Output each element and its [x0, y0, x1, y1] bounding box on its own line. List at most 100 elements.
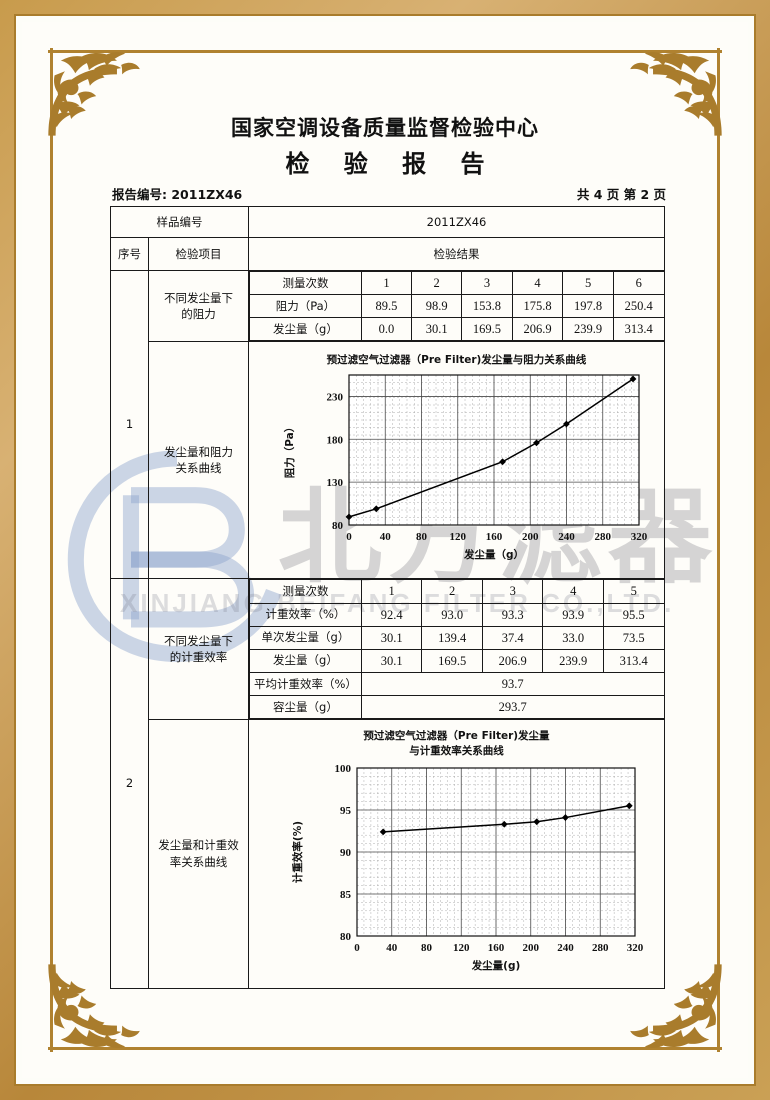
svg-text:160: 160 — [487, 942, 504, 954]
svg-text:180: 180 — [326, 434, 343, 446]
svg-text:发尘量(g): 发尘量(g) — [470, 959, 520, 972]
row2-seq: 2 — [110, 578, 149, 990]
svg-text:320: 320 — [630, 531, 647, 543]
svg-text:80: 80 — [416, 531, 428, 543]
svg-text:阻力（Pa）: 阻力（Pa） — [283, 422, 296, 479]
efficiency-value: 93.0 — [421, 602, 483, 627]
row2-item-b-line2: 率关系曲线 — [169, 855, 228, 870]
capacity-value: 293.7 — [360, 694, 665, 720]
dust-value: 206.9 — [481, 648, 544, 673]
row2-item-a-line2: 的计重效率 — [169, 650, 228, 665]
gold-rule-left — [50, 48, 53, 1052]
table-header-row: 测量次数 1 2 3 4 5 6 — [249, 270, 665, 296]
dust-value: 239.9 — [562, 317, 614, 342]
dust-value: 313.4 — [602, 648, 665, 673]
svg-text:80: 80 — [340, 931, 352, 943]
svg-text:230: 230 — [326, 391, 343, 403]
table-row: 1 不同发尘量下 的阻力 测量次数 1 2 — [110, 269, 665, 580]
svg-text:240: 240 — [557, 942, 574, 954]
chart2-title-line2: 与计重效率关系曲线 — [409, 744, 504, 757]
gold-rule-top — [48, 50, 722, 53]
page-subtitle: 检 验 报 告 — [285, 150, 498, 178]
svg-text:280: 280 — [594, 531, 611, 543]
row2-item-a-line1: 不同发尘量下 — [164, 633, 233, 648]
report-number: 报告编号: 2011ZX46 — [112, 187, 243, 202]
table-row: 平均计重效率（%） 93.7 — [249, 671, 665, 697]
svg-text:40: 40 — [379, 531, 391, 543]
svg-text:85: 85 — [340, 889, 352, 901]
ornament-corner-icon — [48, 52, 140, 136]
table-row: 计重效率（%） 92.4 93.0 93.3 93.9 95.5 — [249, 602, 665, 627]
svg-text:320: 320 — [626, 942, 643, 954]
capacity-label: 容尘量（g） — [249, 694, 362, 720]
chart2-title-line1: 预过滤空气过滤器（Pre Filter)发尘量 — [363, 730, 550, 743]
single-dust-label: 单次发尘量（g） — [249, 625, 362, 650]
dust-label: 发尘量（g） — [249, 648, 362, 673]
gold-rule-right — [717, 48, 720, 1052]
row2-item-b: 发尘量和计重效 率关系曲线 — [148, 719, 249, 990]
table-row: 2 不同发尘量下 的计重效率 测量次数 1 2 — [110, 578, 665, 990]
measure-col-5: 5 — [602, 579, 665, 604]
table-row: 发尘量和计重效 率关系曲线 预过滤空气过滤器（Pre Filter)发尘量 与计… — [111, 719, 665, 990]
resistance-value: 250.4 — [612, 294, 665, 319]
chart2-title: 预过滤空气过滤器（Pre Filter)发尘量 与计重效率关系曲线 — [249, 725, 664, 757]
col-seq-header: 序号 — [110, 237, 149, 271]
efficiency-value: 95.5 — [602, 602, 665, 627]
measure-col-4: 4 — [542, 579, 604, 604]
row1-result-cell: 测量次数 1 2 3 4 5 6 阻力（Pa） 89.5 98.9 — [249, 270, 665, 342]
svg-text:200: 200 — [522, 531, 539, 543]
chart1-title: 预过滤空气过滤器（Pre Filter)发尘量与阻力关系曲线 — [326, 353, 587, 366]
dust-value: 169.5 — [461, 317, 513, 342]
table-header-row: 测量次数 1 2 3 4 5 — [249, 579, 665, 604]
table-row: 发尘量和阻力 关系曲线 预过滤空气过滤器（Pre Filter)发尘量与阻力关系… — [111, 341, 665, 580]
svg-text:计重效率(%): 计重效率(%) — [291, 821, 304, 883]
svg-text:280: 280 — [592, 942, 609, 954]
dust-value: 239.9 — [542, 648, 604, 673]
table-row: 容尘量（g） 293.7 — [249, 694, 665, 720]
svg-text:240: 240 — [558, 531, 575, 543]
svg-text:120: 120 — [453, 942, 470, 954]
table-row: 发尘量（g） 30.1 169.5 206.9 239.9 313.4 — [249, 648, 665, 673]
measure-count-label: 测量次数 — [249, 270, 362, 296]
single-dust-value: 30.1 — [360, 625, 423, 650]
table-header-row: 序号 检验项目 检验结果 — [110, 237, 665, 271]
dust-value: 206.9 — [511, 317, 564, 342]
efficiency-subtable: 测量次数 1 2 3 4 5 计重效率（%） 92.4 93.0 93.3 — [249, 579, 665, 720]
ornament-corner-icon — [48, 964, 140, 1048]
resistance-value: 153.8 — [461, 294, 513, 319]
chart1-cell: 预过滤空气过滤器（Pre Filter)发尘量与阻力关系曲线 0 40 80 120 1… — [248, 341, 665, 580]
page-number: 共 4 页 第 2 页 — [576, 187, 666, 202]
measure-col-1: 1 — [360, 270, 413, 296]
row1-item-b: 发尘量和阻力 关系曲线 — [148, 341, 249, 580]
efficiency-value: 92.4 — [360, 602, 423, 627]
efficiency-value: 93.3 — [481, 602, 544, 627]
row2-item-a: 不同发尘量下 的计重效率 — [148, 578, 249, 721]
table-row: 单次发尘量（g） 30.1 139.4 37.4 33.0 73.5 — [249, 625, 665, 650]
measure-col-6: 6 — [612, 270, 665, 296]
row1-item-a: 不同发尘量下 的阻力 — [148, 269, 249, 343]
sample-no-label: 样品编号 — [110, 206, 249, 238]
svg-text:130: 130 — [326, 477, 343, 489]
avg-efficiency-value: 93.7 — [360, 671, 665, 697]
svg-text:发尘量（g）: 发尘量（g） — [462, 548, 523, 561]
single-dust-value: 37.4 — [481, 625, 544, 650]
chart2-cell: 预过滤空气过滤器（Pre Filter)发尘量 与计重效率关系曲线 0 40 80 1… — [248, 719, 665, 990]
measure-col-2: 2 — [421, 579, 483, 604]
measure-count-label: 测量次数 — [249, 579, 362, 604]
measure-col-3: 3 — [461, 270, 513, 296]
ornament-corner-icon — [630, 964, 722, 1048]
row1-seq: 1 — [110, 269, 149, 580]
single-dust-value: 73.5 — [602, 625, 665, 650]
svg-text:95: 95 — [340, 805, 352, 817]
dust-value: 313.4 — [612, 317, 665, 342]
table-row: 阻力（Pa） 89.5 98.9 153.8 175.8 197.8 250.4 — [249, 294, 665, 319]
svg-text:40: 40 — [386, 942, 398, 954]
svg-text:120: 120 — [449, 531, 466, 543]
inspection-table: 样品编号 2011ZX46 序号 检验项目 检验结果 1 不同发尘量下 的阻力 — [110, 206, 665, 990]
dust-label: 发尘量（g） — [249, 317, 362, 342]
svg-text:160: 160 — [485, 531, 502, 543]
ornament-corner-icon — [630, 52, 722, 136]
chart-efficiency: 预过滤空气过滤器（Pre Filter)发尘量 与计重效率关系曲线 0 40 80 1… — [249, 725, 664, 982]
